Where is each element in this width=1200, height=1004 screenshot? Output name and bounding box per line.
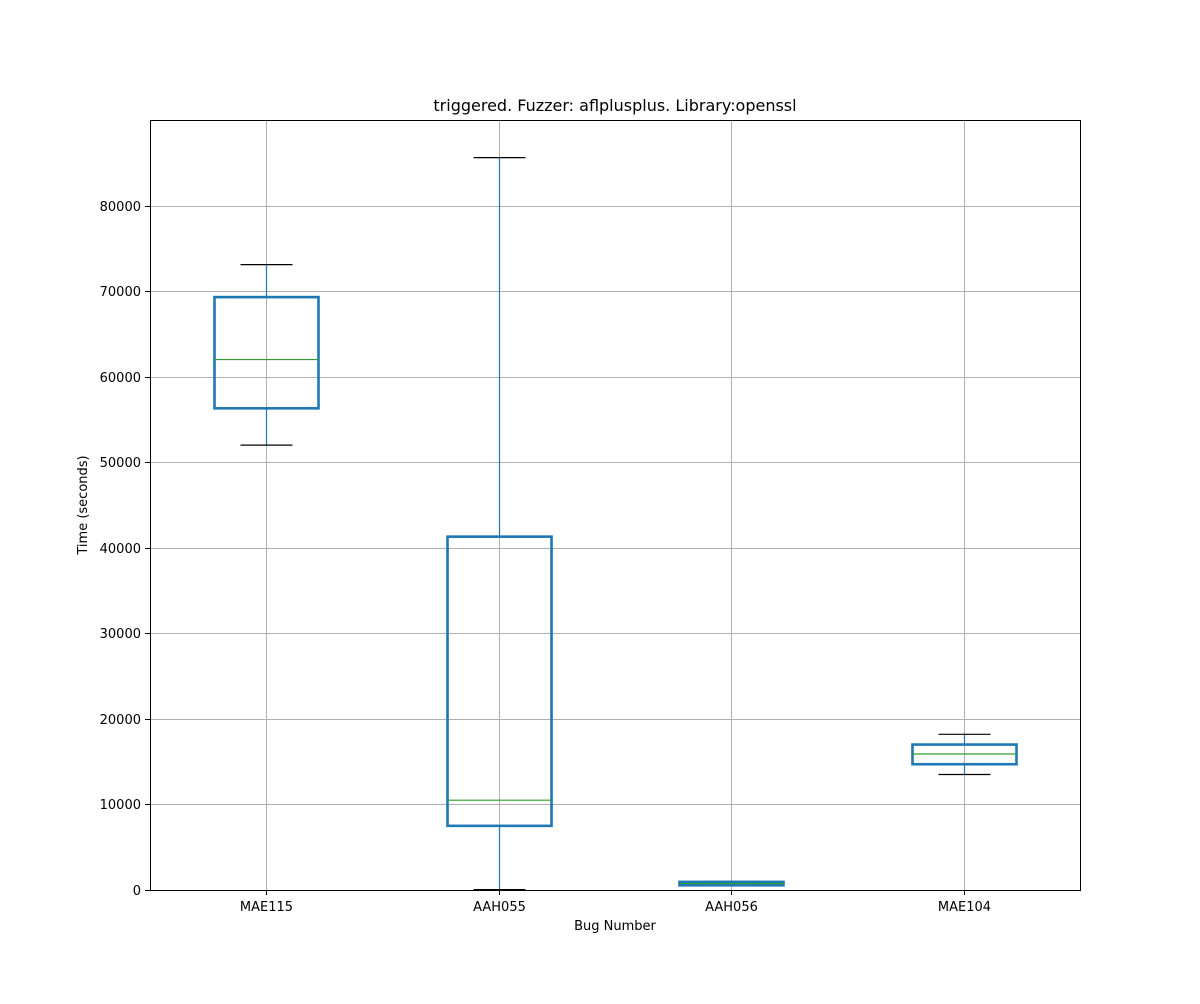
y-tick-label: 50000: [100, 456, 141, 471]
y-tick-label: 30000: [100, 627, 141, 642]
iqr-box: [446, 535, 553, 828]
box-group-aah055: [446, 157, 553, 891]
boxes-layer: [213, 157, 1018, 891]
y-tick-label: 60000: [100, 371, 141, 386]
y-tick-label: 80000: [100, 200, 141, 215]
y-tick-label: 20000: [100, 713, 141, 728]
box-group-aah056: [678, 880, 785, 887]
x-tick-label: AAH055: [473, 900, 526, 915]
box-group-mae104: [911, 733, 1018, 776]
plot-frame: [150, 120, 1081, 891]
y-tick-label: 70000: [100, 285, 141, 300]
box-group-mae115: [213, 263, 320, 446]
ticks-layer: 0 10000 20000 30000 40000 50000 60000 70000 8000…: [100, 200, 991, 915]
y-tick-label: 0: [133, 884, 141, 899]
x-tick-label: MAE104: [938, 900, 991, 915]
y-axis-label: Time (seconds): [76, 455, 91, 555]
x-tick-label: AAH056: [705, 900, 758, 915]
chart-title: triggered. Fuzzer: aflplusplus. Library:…: [433, 96, 796, 115]
iqr-box: [213, 295, 320, 410]
y-tick-label: 10000: [100, 798, 141, 813]
x-tick-label: MAE115: [240, 900, 293, 915]
y-tick-label: 40000: [100, 542, 141, 557]
x-axis-label: Bug Number: [574, 919, 656, 934]
